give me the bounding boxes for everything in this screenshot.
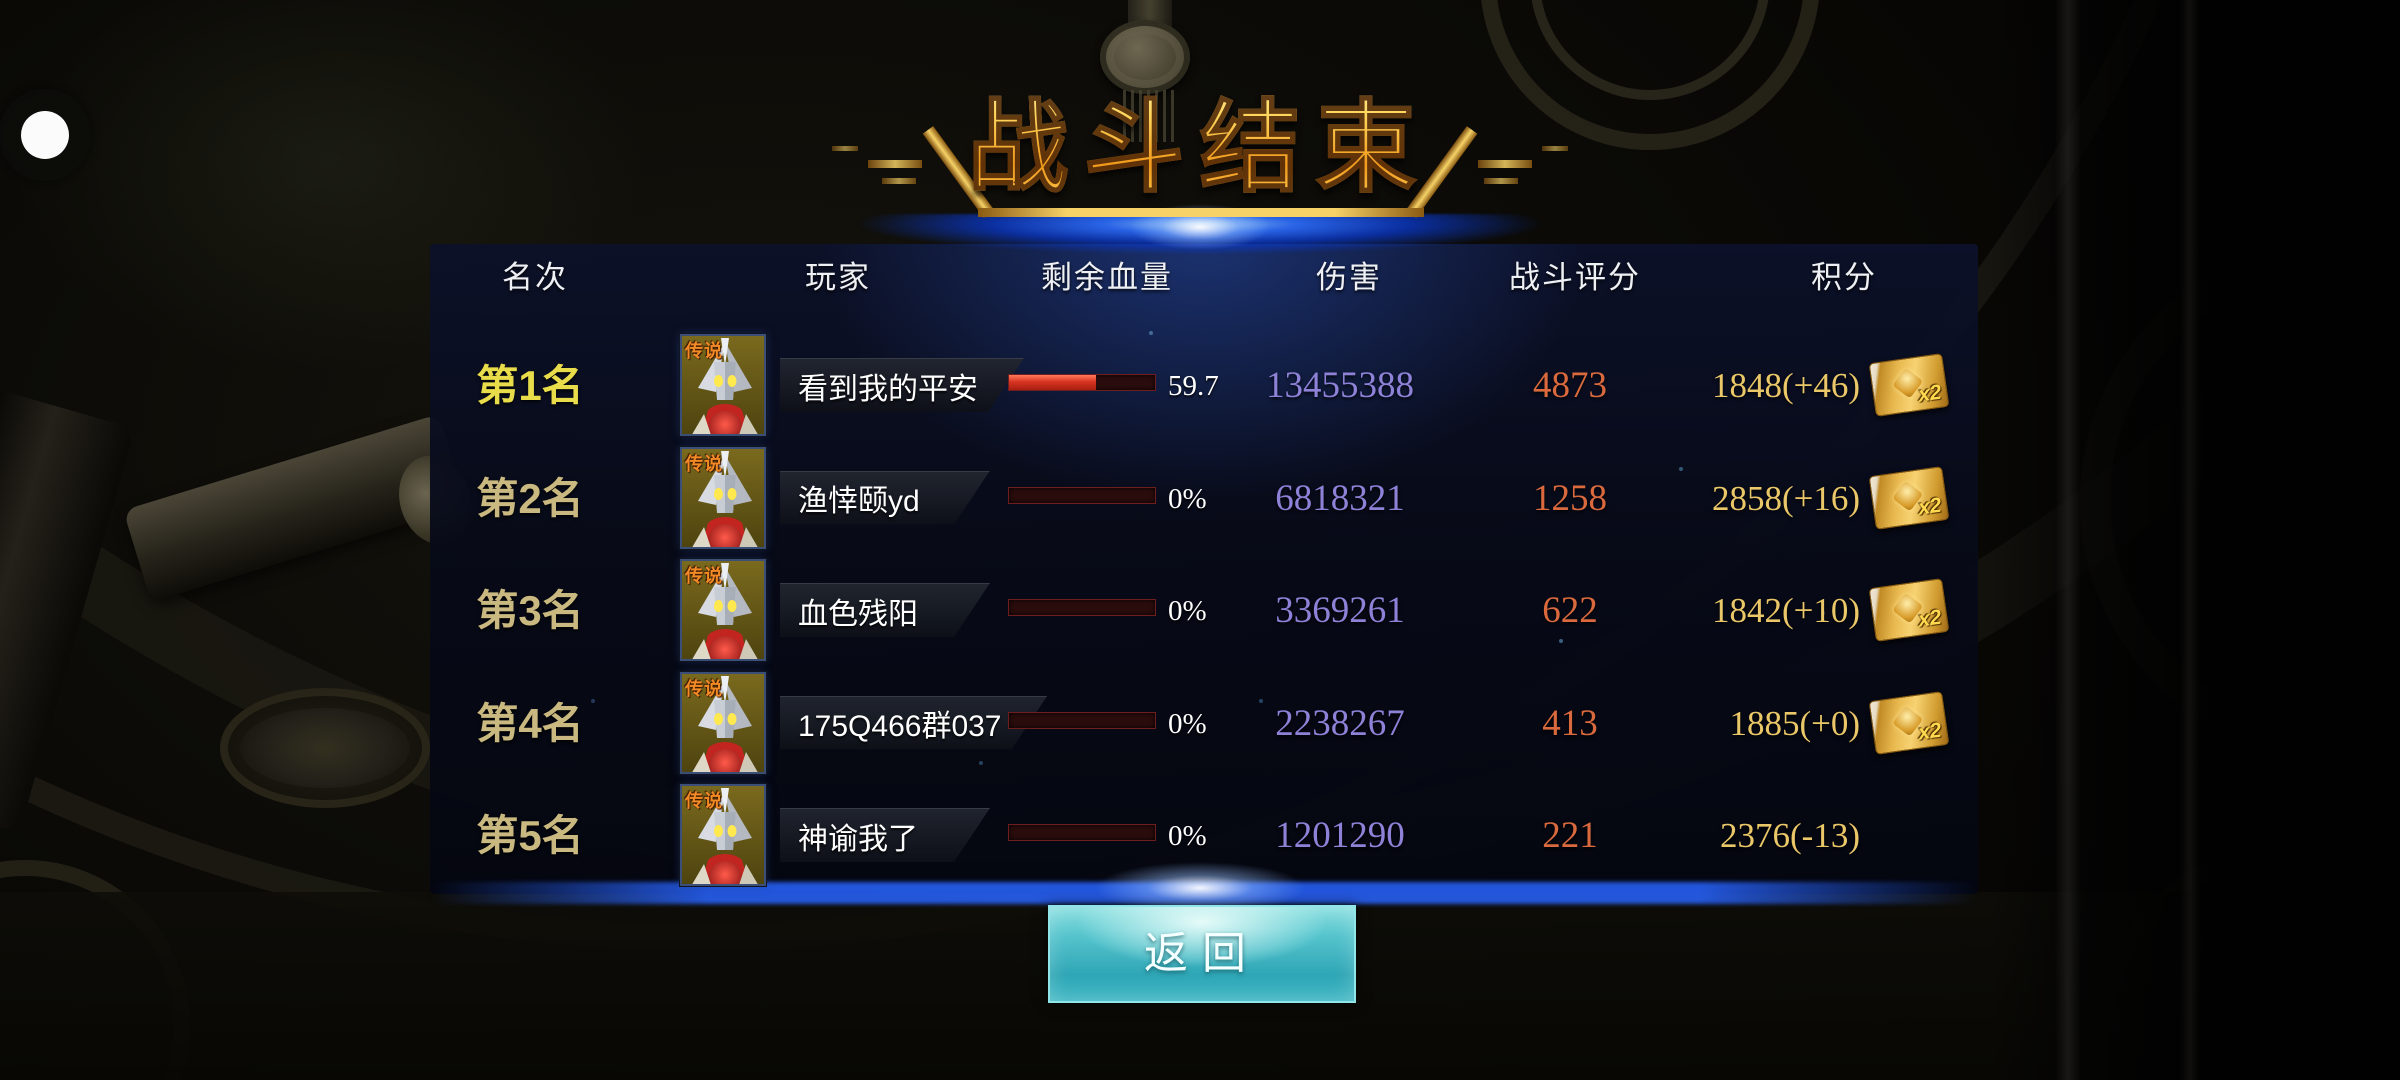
avatar-character-image: [682, 561, 764, 659]
rank-label: 第5名: [476, 812, 584, 859]
player-name: 血色残阳: [798, 597, 918, 631]
table-body: 第1名: [0, 330, 2400, 894]
table-row: 第5名: [0, 780, 2400, 892]
player-nameplate: 神谕我了: [780, 808, 990, 862]
column-header-points: 积分: [1811, 260, 1877, 295]
table-row: 第3名: [0, 555, 2400, 667]
pillar-capital-decoration: [1100, 20, 1190, 94]
column-header-player: 玩家: [805, 260, 871, 295]
player-nameplate: 血色残阳: [780, 583, 990, 637]
avatar-grade-badge: 传说: [685, 341, 723, 361]
points-value: 1848(+46): [1711, 366, 1860, 405]
rank-label: 第1名: [476, 362, 584, 409]
title-banner: 战斗结束: [0, 0, 2400, 260]
damage-value: 2238267: [1275, 702, 1405, 744]
avatar-grade-badge: 传说: [685, 678, 723, 699]
table-row: 第4名: [0, 668, 2400, 780]
avatar-character-image: [682, 448, 764, 547]
battle-score-value: 1258: [1533, 477, 1607, 519]
hp-bar: [1008, 374, 1156, 391]
player-avatar[interactable]: 传说: [680, 446, 766, 549]
avatar-grade-badge: 传说: [685, 566, 723, 586]
hp-value: 0%: [1168, 707, 1207, 740]
player-name: 神谕我了: [798, 822, 918, 856]
drape-fold: [2055, 0, 2081, 1080]
title-dash-decoration: [1478, 160, 1532, 168]
double-points-card-icon: x2: [1868, 578, 1950, 642]
points-value: 2858(+16): [1711, 478, 1860, 518]
hp-value: 0%: [1168, 595, 1207, 627]
double-card-label: x2: [1916, 380, 1943, 407]
dark-drape: [1990, 0, 2400, 1080]
player-nameplate: 渔悻颐yd: [780, 471, 990, 525]
table-row: 第1名: [0, 330, 2400, 442]
avatar-grade-badge: 传说: [685, 453, 723, 474]
chains-decoration: [1118, 90, 1174, 142]
damage-value: 6818321: [1275, 477, 1405, 519]
hp-bar: [1008, 824, 1156, 841]
avatar-character-image: [682, 786, 764, 884]
double-points-card-icon: x2: [1868, 353, 1950, 417]
player-avatar[interactable]: 传说: [680, 334, 766, 436]
title-dash-decoration: [882, 178, 916, 184]
title-underline-decoration: [978, 208, 1424, 217]
avatar-character-image: [682, 673, 764, 772]
points-value: 1885(+0): [1729, 703, 1860, 743]
rank-label: 第3名: [476, 587, 584, 634]
points-value: 1842(+10): [1711, 591, 1860, 630]
table-row: 第2名: [0, 443, 2400, 555]
hp-value: 0%: [1168, 820, 1207, 852]
drape-fold: [2180, 0, 2200, 1080]
avatar-character-image: [682, 336, 764, 434]
page-title: 战斗结束: [967, 66, 1432, 211]
rank-label: 第2名: [476, 474, 584, 522]
column-header-battle-score: 战斗评分: [1509, 260, 1641, 295]
table-header-row: 名次 玩家 剩余血量 伤害 战斗评分 积分: [0, 252, 2400, 296]
double-points-card-icon: x2: [1868, 690, 1950, 755]
double-card-label: x2: [1916, 605, 1943, 632]
hp-value: 0%: [1168, 482, 1207, 515]
player-name: 看到我的平安: [798, 372, 978, 406]
damage-value: 3369261: [1275, 590, 1405, 631]
return-button-label: 返回: [1144, 929, 1260, 978]
return-button[interactable]: 返回: [1048, 905, 1356, 1003]
double-points-card-icon: x2: [1868, 465, 1950, 530]
damage-value: 1201290: [1275, 815, 1405, 856]
hp-bar: [1008, 711, 1156, 729]
hp-bar: [1008, 486, 1156, 504]
title-dash-decoration: [868, 160, 922, 168]
player-avatar[interactable]: 传说: [680, 671, 766, 774]
player-nameplate: 175Q466群037: [780, 696, 1048, 750]
title-dash-decoration: [1484, 178, 1518, 184]
rank-label: 第4名: [476, 699, 584, 747]
player-name: 渔悻颐yd: [798, 485, 920, 518]
battle-score-value: 221: [1542, 815, 1598, 856]
column-header-rank: 名次: [502, 260, 568, 295]
double-card-label: x2: [1916, 493, 1943, 520]
avatar-grade-badge: 传说: [685, 791, 723, 811]
damage-value: 13455388: [1266, 365, 1414, 406]
battle-score-value: 413: [1542, 702, 1598, 744]
hp-value: 59.7: [1168, 370, 1219, 402]
points-value: 2376(-13): [1720, 816, 1860, 855]
title-dash-decoration: [832, 146, 858, 151]
player-avatar[interactable]: 传说: [680, 784, 766, 886]
player-name: 175Q466群037: [798, 710, 1002, 743]
player-avatar[interactable]: 传说: [680, 559, 766, 661]
double-card-label: x2: [1916, 718, 1943, 745]
hp-bar-fill: [1009, 375, 1097, 390]
column-header-remaining-hp: 剩余血量: [1041, 260, 1173, 295]
battle-score-value: 622: [1542, 590, 1598, 631]
battle-score-value: 4873: [1533, 365, 1607, 406]
hp-bar: [1008, 599, 1156, 616]
title-dash-decoration: [1542, 146, 1568, 151]
floating-circle-button[interactable]: [21, 111, 69, 159]
column-base-decoration: [220, 688, 430, 808]
player-nameplate: 看到我的平安: [780, 358, 1024, 412]
column-header-damage: 伤害: [1316, 260, 1382, 295]
